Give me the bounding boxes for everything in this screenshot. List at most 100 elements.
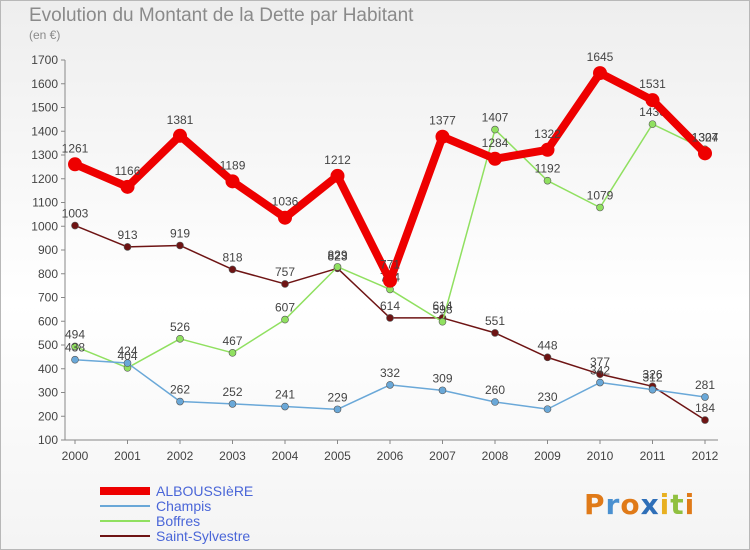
y-tick-label-800: 800	[38, 267, 58, 281]
data-point-saint-sylvestre-2002	[176, 241, 184, 250]
data-label-champis-2001: 424	[117, 344, 137, 358]
chart-title: Evolution du Montant de la Dette par Hab…	[29, 5, 414, 26]
data-label-champis-2004: 241	[275, 388, 295, 402]
data-label-champis-2005: 229	[327, 390, 347, 404]
x-tick-label-2003: 2003	[219, 449, 246, 463]
data-label-champis-2012: 281	[695, 378, 715, 392]
y-tick-label-1700: 1700	[31, 53, 58, 67]
data-point-saint-sylvestre-2004	[281, 280, 289, 288]
x-tick-label-2008: 2008	[482, 449, 509, 463]
data-label-champis-2009: 230	[537, 390, 557, 404]
data-point-boffres-2010	[596, 203, 604, 212]
data-point-saint-sylvestre-2006	[386, 314, 394, 322]
data-label-saint-sylvestre-2002: 919	[170, 226, 190, 240]
data-label-champis-2000: 438	[65, 341, 85, 355]
data-label-saint-sylvestre-2008: 551	[485, 314, 505, 328]
x-tick-label-2011: 2011	[640, 449, 666, 463]
data-label-champis-2008: 260	[485, 383, 505, 397]
data-label-alboussi-re-2000: 1261	[62, 141, 89, 155]
data-point-boffres-2000	[71, 342, 79, 351]
data-label-boffres-2009: 1192	[535, 162, 561, 176]
x-tick-label-2012: 2012	[692, 449, 719, 463]
data-label-alboussi-re-2006: 771	[380, 258, 400, 272]
x-tick-label-2004: 2004	[272, 449, 299, 463]
data-point-alboussi-re-2006	[383, 273, 397, 288]
data-point-boffres-2009	[543, 176, 552, 185]
legend-label-champis: Champis	[156, 498, 212, 514]
data-point-alboussi-re-2002	[173, 128, 187, 143]
y-tick-label-100: 100	[38, 433, 58, 447]
data-label-alboussi-re-2007: 1377	[429, 114, 456, 128]
data-point-champis-2007	[438, 386, 447, 395]
data-label-saint-sylvestre-2001: 913	[117, 228, 137, 242]
data-label-saint-sylvestre-2003: 818	[222, 250, 242, 264]
data-point-saint-sylvestre-2009	[543, 353, 552, 362]
data-label-boffres-2001: 404	[117, 349, 137, 363]
data-label-saint-sylvestre-2010: 377	[590, 355, 610, 369]
data-point-champis-2001	[123, 359, 132, 367]
data-label-champis-2007: 309	[432, 371, 452, 385]
proxiti-logo: Proxiti	[584, 488, 696, 521]
data-point-champis-2002	[176, 397, 184, 406]
data-point-saint-sylvestre-2008	[491, 329, 499, 337]
data-label-champis-2011: 312	[642, 371, 662, 385]
data-label-champis-2003: 252	[222, 385, 242, 399]
x-tick-label-2010: 2010	[587, 449, 614, 463]
data-label-champis-2002: 262	[170, 383, 190, 397]
data-label-alboussi-re-2004: 1036	[272, 195, 299, 209]
data-label-boffres-2004: 607	[275, 301, 295, 315]
data-label-alboussi-re-2003: 1189	[220, 158, 246, 172]
y-tick-label-1500: 1500	[31, 101, 58, 115]
data-point-alboussi-re-2004	[278, 210, 292, 225]
data-point-saint-sylvestre-2001	[123, 243, 132, 251]
data-label-champis-2006: 332	[380, 366, 400, 380]
y-tick-label-300: 300	[38, 386, 58, 400]
data-point-champis-2009	[543, 405, 552, 413]
legend-swatch-alboussiere	[100, 487, 150, 495]
data-label-saint-sylvestre-2011: 326	[642, 367, 662, 381]
data-point-champis-2012	[701, 393, 709, 401]
data-point-saint-sylvestre-2010	[596, 370, 604, 379]
y-tick-label-200: 200	[38, 409, 58, 423]
y-tick-label-1400: 1400	[31, 124, 58, 138]
data-label-boffres-2010: 1079	[587, 188, 614, 202]
data-point-saint-sylvestre-2003	[228, 265, 237, 274]
data-label-boffres-2000: 494	[65, 327, 85, 341]
data-label-boffres-2003: 467	[222, 334, 242, 348]
data-label-alboussi-re-2001: 1166	[115, 164, 141, 178]
data-label-saint-sylvestre-2009: 448	[537, 338, 557, 352]
data-point-champis-2008	[491, 398, 499, 406]
data-label-saint-sylvestre-2012: 184	[695, 401, 715, 415]
y-tick-label-500: 500	[38, 338, 58, 352]
data-point-boffres-2011	[648, 120, 657, 128]
x-tick-label-2009: 2009	[534, 449, 561, 463]
data-label-saint-sylvestre-2004: 757	[275, 265, 295, 279]
data-point-champis-2004	[281, 402, 289, 411]
data-point-champis-2011	[648, 385, 657, 394]
x-tick-label-2006: 2006	[377, 449, 404, 463]
data-label-alboussi-re-2012: 1307	[692, 130, 719, 144]
data-point-alboussi-re-2005	[330, 168, 345, 183]
data-point-alboussi-re-2007	[435, 129, 450, 144]
data-point-boffres-2004	[281, 315, 289, 324]
data-point-alboussi-re-2010	[593, 66, 607, 81]
data-point-champis-2000	[71, 355, 79, 364]
data-point-champis-2005	[333, 405, 342, 414]
legend-label-boffres: Boffres	[156, 513, 201, 529]
data-point-alboussi-re-2000	[68, 157, 82, 172]
data-point-boffres-2008	[491, 125, 499, 134]
data-label-boffres-2007: 598	[432, 303, 452, 317]
legend-label-alboussiere: ALBOUSSIèRE	[156, 483, 254, 499]
data-point-alboussi-re-2009	[540, 142, 555, 157]
data-label-boffres-2005: 829	[327, 248, 347, 262]
y-tick-label-1000: 1000	[31, 219, 58, 233]
data-point-alboussi-re-2011	[645, 93, 660, 108]
data-label-alboussi-re-2010: 1645	[587, 50, 614, 64]
y-tick-label-1300: 1300	[31, 148, 58, 162]
data-point-alboussi-re-2001	[120, 179, 135, 194]
data-point-champis-2010	[596, 378, 604, 387]
data-point-boffres-2007	[438, 317, 447, 326]
y-tick-label-400: 400	[38, 362, 58, 376]
